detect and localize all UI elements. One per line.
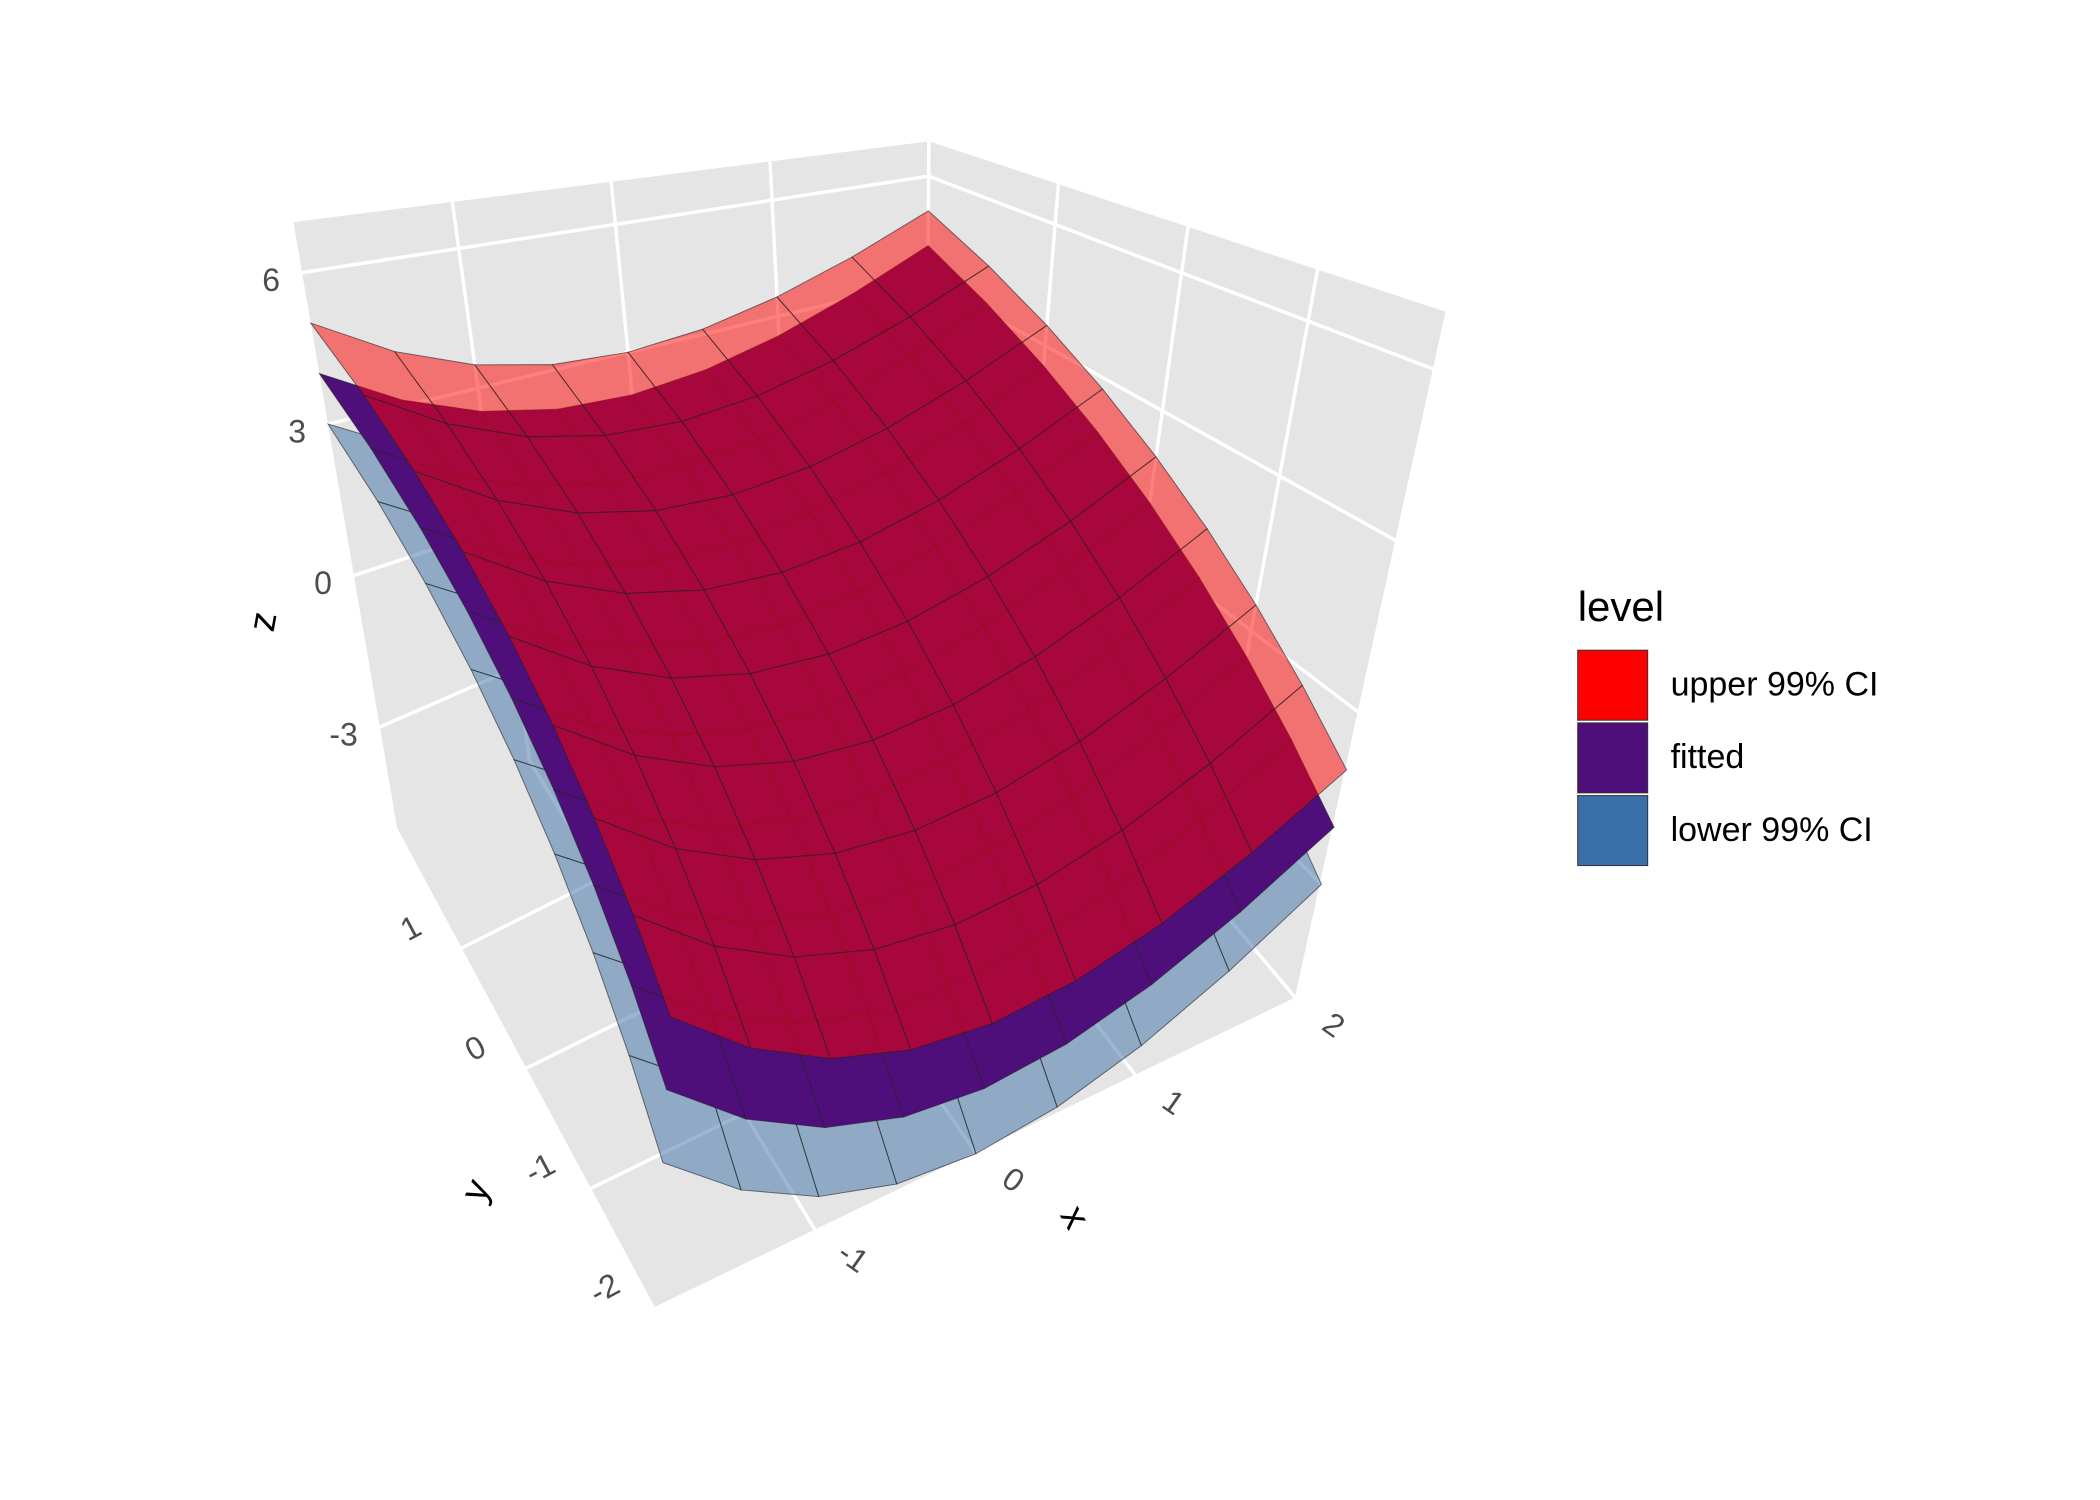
z-tick-label: 0 [314,565,332,601]
y-tick-label: -1 [519,1145,561,1190]
legend-title: level [1578,583,1664,630]
x-tick-label: -1 [831,1234,875,1280]
x-axis-title: x [1052,1199,1098,1236]
z-tick-label: 6 [262,262,280,298]
surfaces [309,210,1348,1198]
y-tick-label: -2 [583,1266,625,1311]
y-tick-label: 1 [394,908,427,948]
grid-line [927,174,1436,372]
legend-label: upper 99% CI [1671,666,1879,704]
x-tick-label: 1 [1156,1082,1191,1122]
surface-facet [632,914,752,1049]
x-tick-label: 0 [996,1160,1031,1200]
legend-swatch [1577,722,1649,794]
z-axis-title: z [241,609,286,635]
z-tick-label: 3 [288,413,306,449]
x-tick-label: 2 [1316,1005,1351,1045]
z-tick-label: -3 [329,716,357,752]
legend-swatch [1577,649,1649,721]
y-axis-title: y [453,1173,499,1208]
y-tick-label: 0 [459,1028,492,1068]
legend-swatch [1577,795,1649,867]
legend-label: lower 99% CI [1671,811,1873,849]
grid-line [301,174,929,275]
legend-label: fitted [1671,738,1745,776]
